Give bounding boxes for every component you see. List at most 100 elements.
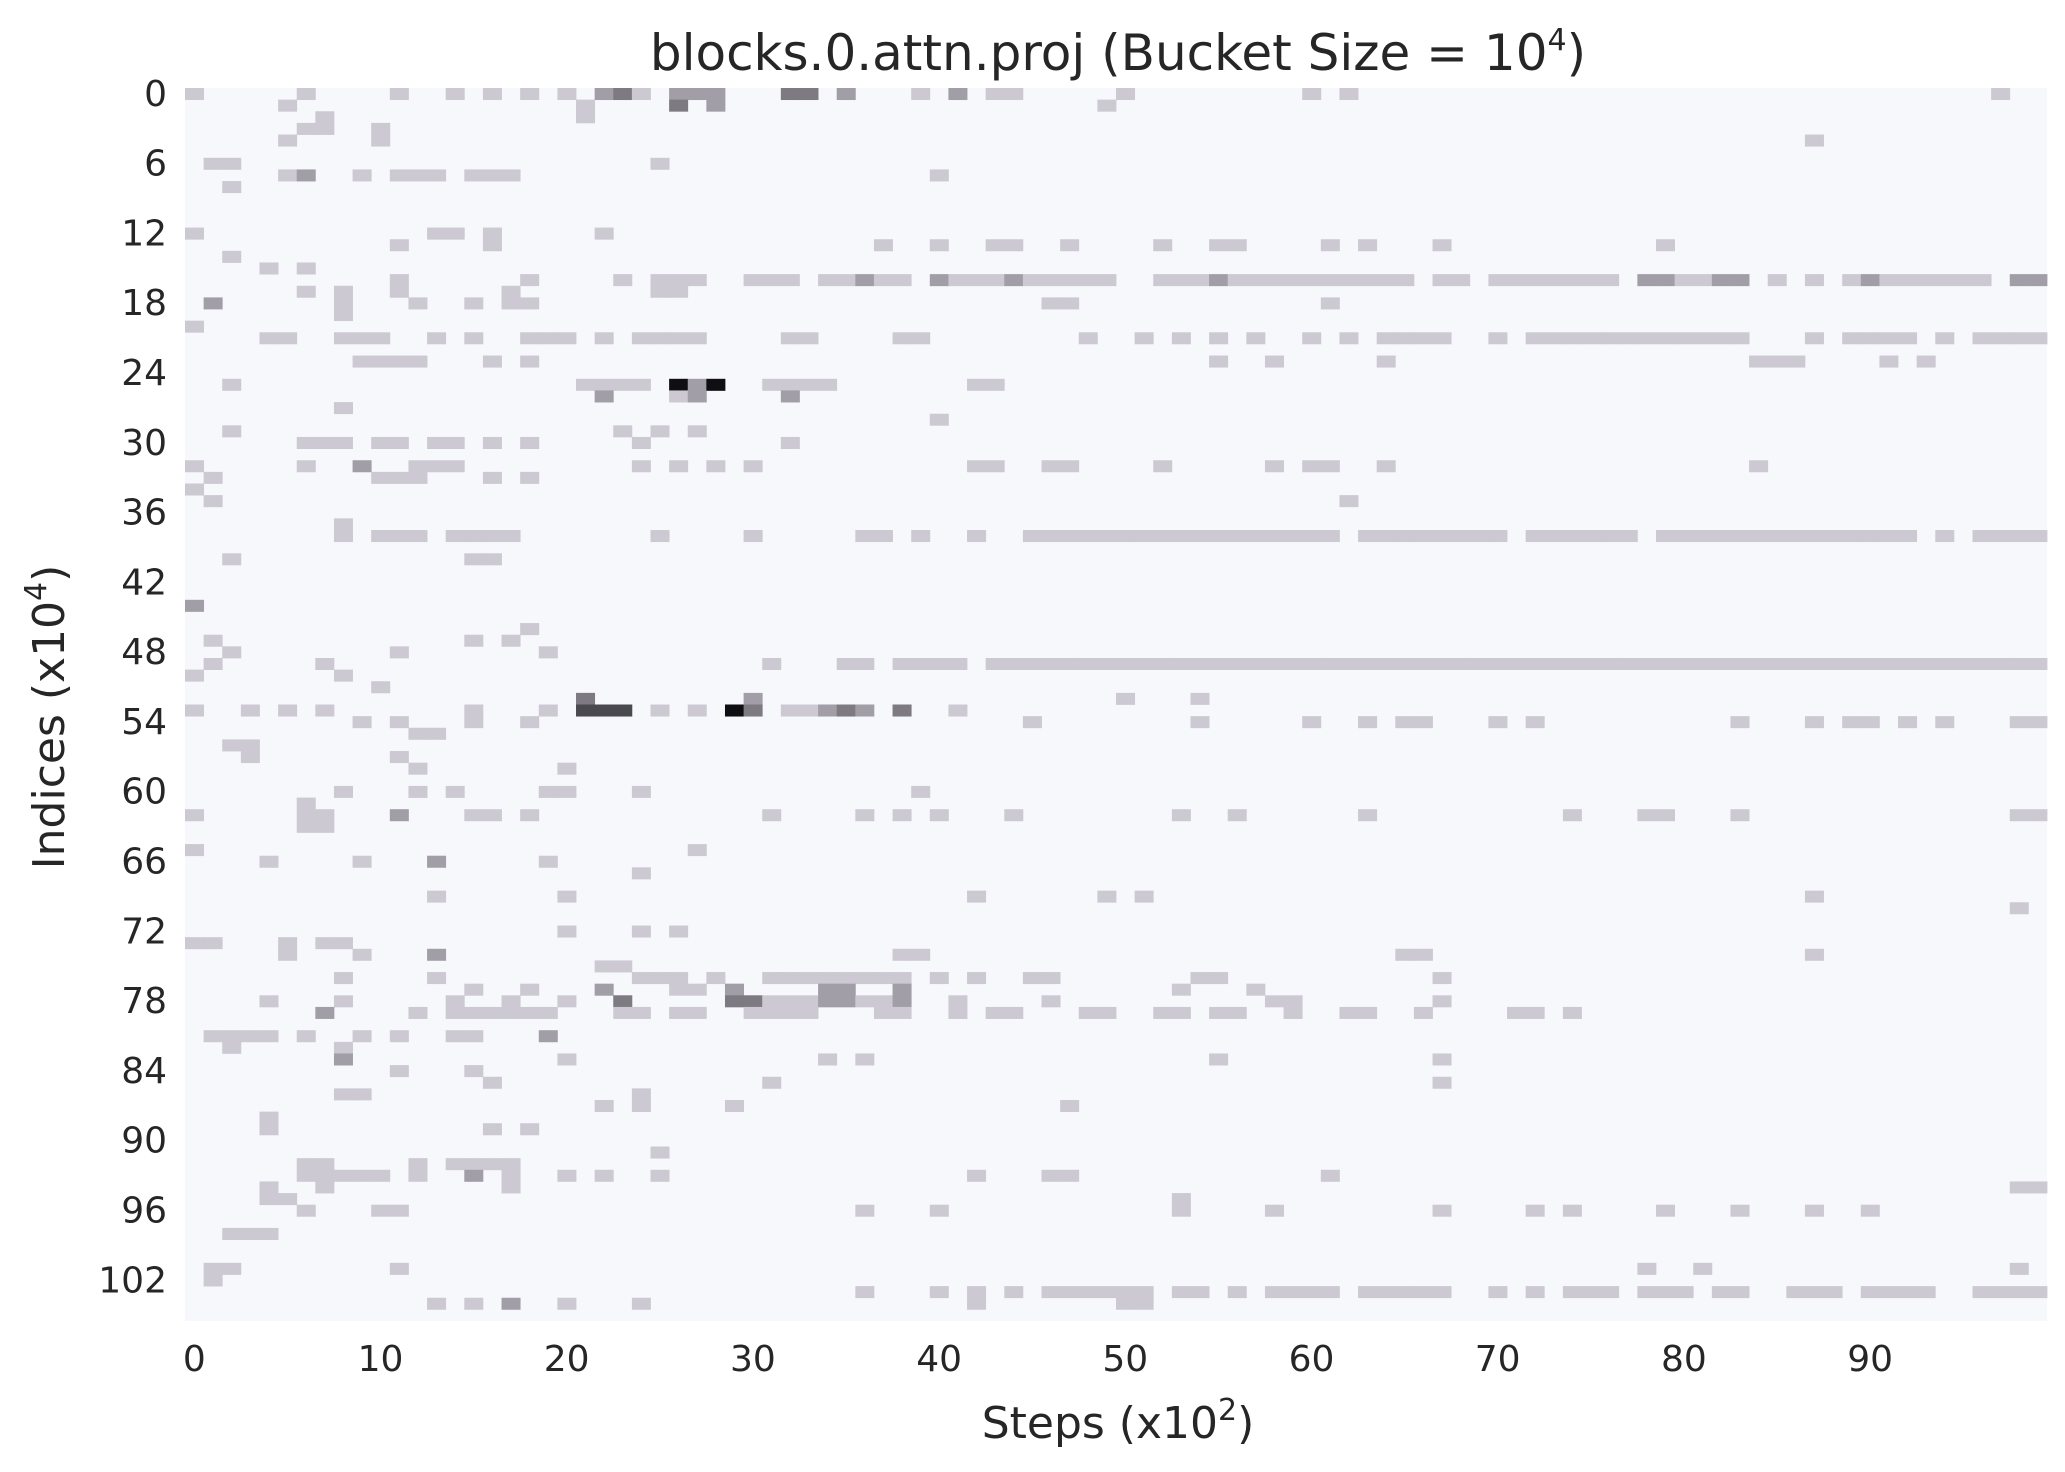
heatmap-cell bbox=[1730, 274, 1750, 287]
heatmap-cell bbox=[259, 855, 279, 868]
heatmap-cell bbox=[520, 809, 540, 822]
heatmap-cell bbox=[464, 983, 484, 996]
heatmap-cell bbox=[185, 809, 205, 822]
heatmap-cell bbox=[780, 995, 800, 1008]
heatmap-cell bbox=[1804, 332, 1824, 345]
heatmap-cell bbox=[408, 530, 428, 543]
heatmap-cell bbox=[1991, 88, 2011, 101]
heatmap-cell bbox=[1711, 332, 1731, 345]
heatmap-cell bbox=[2009, 716, 2029, 729]
heatmap-cell bbox=[240, 1227, 260, 1240]
heatmap-cell bbox=[1655, 274, 1675, 287]
heatmap-cell bbox=[1693, 530, 1713, 543]
heatmap-cell bbox=[185, 483, 205, 496]
y-tick-label: 12 bbox=[121, 213, 167, 254]
heatmap-cell bbox=[1078, 530, 1098, 543]
heatmap-cell bbox=[501, 297, 521, 310]
heatmap-cell bbox=[1525, 274, 1545, 287]
heatmap-cell bbox=[1562, 657, 1582, 670]
heatmap-cell bbox=[296, 1158, 316, 1171]
heatmap-cell bbox=[818, 274, 838, 287]
heatmap-cell bbox=[1804, 657, 1824, 670]
heatmap-cell bbox=[1972, 1286, 1992, 1299]
heatmap-cell bbox=[259, 1030, 279, 1043]
heatmap-cell bbox=[1637, 1286, 1657, 1299]
heatmap-cell bbox=[631, 460, 651, 473]
heatmap-cell bbox=[1600, 1286, 1620, 1299]
heatmap-cell bbox=[594, 332, 614, 345]
heatmap-cell bbox=[1395, 948, 1415, 961]
heatmap-cell bbox=[1674, 657, 1694, 670]
heatmap-cell bbox=[427, 332, 447, 345]
heatmap-cell bbox=[482, 1076, 502, 1089]
heatmap-cell bbox=[2028, 1181, 2048, 1194]
heatmap-cell bbox=[1804, 530, 1824, 543]
heatmap-cell bbox=[389, 809, 409, 822]
heatmap-cell bbox=[315, 937, 335, 950]
heatmap-cell bbox=[762, 995, 782, 1008]
heatmap-cell bbox=[1581, 1286, 1601, 1299]
heatmap-cell bbox=[1730, 1204, 1750, 1217]
heatmap-cell bbox=[464, 1297, 484, 1310]
heatmap-cell bbox=[1767, 355, 1787, 368]
y-tick-label: 0 bbox=[144, 74, 167, 115]
heatmap-cell bbox=[557, 890, 577, 903]
heatmap-cell bbox=[1004, 239, 1024, 252]
heatmap-cell bbox=[1413, 1006, 1433, 1019]
x-tick-label: 70 bbox=[1475, 1339, 1521, 1380]
heatmap-cell bbox=[855, 274, 875, 287]
heatmap-cell bbox=[1618, 332, 1638, 345]
heatmap-cell bbox=[724, 1099, 744, 1113]
heatmap-cell bbox=[464, 809, 484, 822]
heatmap-cell bbox=[427, 227, 447, 240]
heatmap-cell bbox=[445, 1006, 465, 1019]
heatmap-cell bbox=[1767, 657, 1787, 670]
heatmap-cell bbox=[278, 1193, 298, 1206]
heatmap-cell bbox=[464, 332, 484, 345]
heatmap-cell bbox=[1320, 1169, 1340, 1182]
heatmap-cell bbox=[520, 436, 540, 449]
heatmap-cell bbox=[929, 657, 949, 670]
heatmap-cell bbox=[371, 355, 391, 368]
heatmap-cell bbox=[1655, 657, 1675, 670]
heatmap-cell bbox=[1339, 88, 1359, 101]
heatmap-cell bbox=[1618, 530, 1638, 543]
heatmap-cell bbox=[1991, 530, 2011, 543]
heatmap-cell bbox=[501, 1006, 521, 1019]
heatmap-cell bbox=[352, 332, 372, 345]
heatmap-cell bbox=[185, 669, 205, 682]
heatmap-cell bbox=[948, 995, 968, 1008]
heatmap-cell bbox=[389, 274, 409, 287]
heatmap-cell bbox=[352, 355, 372, 368]
heatmap-cell bbox=[1655, 1204, 1675, 1217]
heatmap-cell bbox=[1097, 1006, 1117, 1019]
heatmap-cell bbox=[222, 425, 242, 438]
heatmap-cell bbox=[1041, 995, 1061, 1008]
heatmap-cell bbox=[669, 390, 689, 403]
heatmap-cell bbox=[203, 495, 223, 508]
heatmap-cell bbox=[371, 436, 391, 449]
heatmap-cell bbox=[576, 704, 596, 717]
heatmap-cell bbox=[333, 1169, 353, 1182]
heatmap-cell bbox=[2009, 332, 2029, 345]
heatmap-cell bbox=[501, 634, 521, 647]
heatmap-cell bbox=[1581, 274, 1601, 287]
heatmap-cell bbox=[2009, 657, 2029, 670]
heatmap-cell bbox=[873, 1006, 893, 1019]
heatmap-cell bbox=[222, 1030, 242, 1043]
heatmap-cell bbox=[1283, 1286, 1303, 1299]
heatmap-cell bbox=[333, 669, 353, 682]
heatmap-cell bbox=[1935, 274, 1955, 287]
heatmap-cell bbox=[1209, 657, 1229, 670]
heatmap-cell bbox=[1302, 88, 1322, 101]
heatmap-cell bbox=[1246, 530, 1266, 543]
heatmap-cell bbox=[1116, 1297, 1136, 1310]
heatmap-cell bbox=[929, 413, 949, 426]
heatmap-cell bbox=[203, 1030, 223, 1043]
heatmap-cell bbox=[669, 378, 689, 391]
heatmap-cell bbox=[1413, 1286, 1433, 1299]
heatmap-cell bbox=[669, 274, 689, 287]
heatmap-cell bbox=[911, 88, 931, 101]
heatmap-cell bbox=[613, 425, 633, 438]
y-tick-label: 6 bbox=[144, 144, 167, 185]
